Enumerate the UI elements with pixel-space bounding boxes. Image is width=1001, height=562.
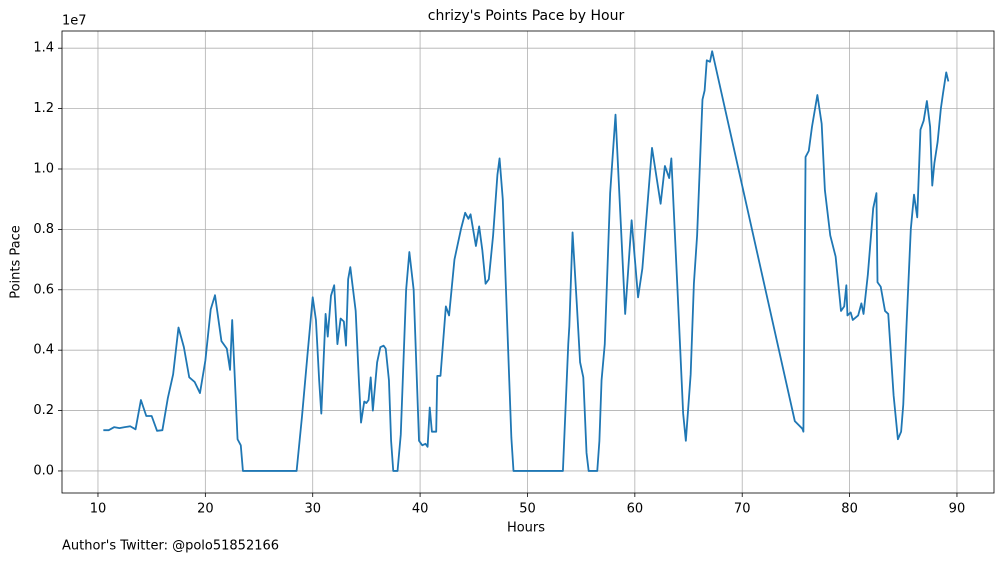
data-line xyxy=(103,50,950,472)
x-tick-label: 50 xyxy=(519,502,536,517)
y-axis-label: Points Pace xyxy=(9,225,24,299)
plot-layer xyxy=(103,50,950,472)
y-tick-label: 0.0 xyxy=(33,463,54,478)
x-tick-label: 80 xyxy=(841,502,858,517)
y-tick-label: 1.2 xyxy=(33,101,54,116)
y-tick-label: 1.0 xyxy=(33,161,54,176)
y-tick-label: 0.2 xyxy=(33,403,54,418)
y-tick-label: 0.4 xyxy=(33,343,54,358)
offset-label: 1e7 xyxy=(62,14,87,29)
x-tick-label: 20 xyxy=(197,502,214,517)
x-tick-label: 10 xyxy=(90,502,107,517)
axes-frame xyxy=(61,30,995,494)
x-tick-label: 30 xyxy=(304,502,321,517)
y-tick-label: 1.4 xyxy=(33,41,54,56)
x-tick-label: 70 xyxy=(734,502,751,517)
x-tick-label: 90 xyxy=(949,502,966,517)
x-tick-label: 40 xyxy=(412,502,429,517)
x-tick-label: 60 xyxy=(627,502,644,517)
y-tick-label: 0.6 xyxy=(33,282,54,297)
footnote: Author's Twitter: @polo51852166 xyxy=(62,539,279,554)
chart-title: chrizy's Points Pace by Hour xyxy=(428,8,625,24)
y-tick-label: 0.8 xyxy=(33,222,54,237)
x-axis-label: Hours xyxy=(507,521,545,536)
